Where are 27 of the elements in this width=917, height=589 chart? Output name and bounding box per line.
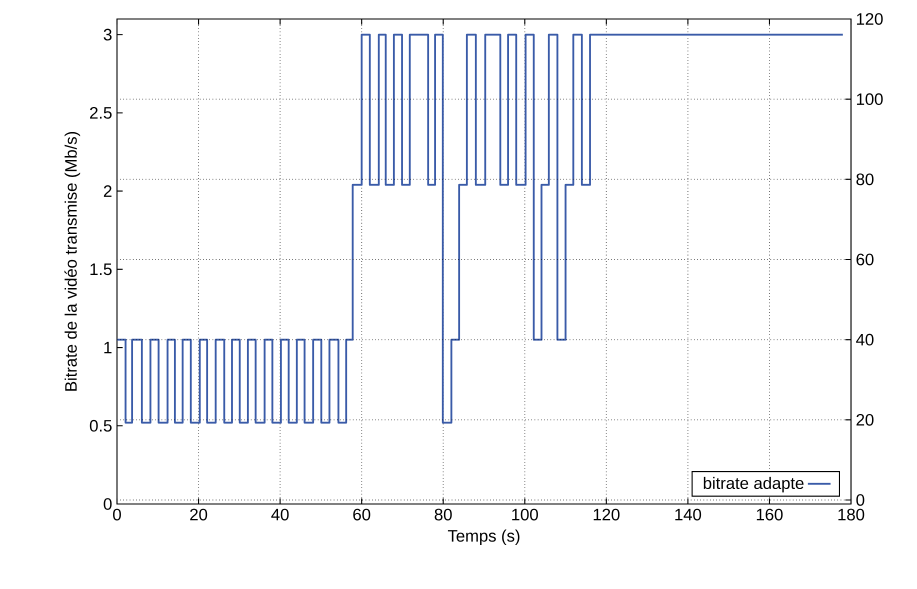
x-tick-label: 20 bbox=[190, 508, 208, 520]
y-tick-label: 3 bbox=[104, 28, 112, 41]
x-tick-label: 100 bbox=[512, 508, 538, 520]
y2-tick-label: 40 bbox=[856, 334, 874, 346]
y-tick-label: 0 bbox=[104, 498, 112, 510]
y-tick-label: 2.5 bbox=[90, 107, 112, 119]
legend-label: bitrate adapte bbox=[704, 476, 804, 492]
x-axis-title: Temps (s) bbox=[448, 530, 520, 546]
y2-tick-label: 60 bbox=[856, 254, 874, 266]
y2-tick-label: 80 bbox=[856, 173, 874, 186]
x-tick-label: 0 bbox=[113, 508, 121, 520]
x-tick-label: 140 bbox=[675, 508, 702, 520]
y2-tick-label: 100 bbox=[856, 93, 883, 106]
x-tick-label: 40 bbox=[271, 508, 289, 520]
x-tick-label: 160 bbox=[756, 508, 783, 520]
y-tick-label: 1.5 bbox=[90, 264, 112, 276]
x-tick-label: 80 bbox=[434, 508, 452, 520]
y2-tick-label: 0 bbox=[856, 494, 864, 506]
x-tick-label: 180 bbox=[838, 508, 864, 520]
y2-tick-label: 120 bbox=[856, 13, 883, 25]
y-axis-title: Bitrate de la vidéo transmise (Mb/s) bbox=[64, 132, 80, 391]
y2-tick-label: 20 bbox=[856, 414, 874, 426]
x-tick-label: 60 bbox=[353, 508, 370, 520]
y-tick-label: 0.5 bbox=[90, 420, 112, 432]
x-tick-label: 120 bbox=[594, 508, 620, 520]
y-tick-label: 2 bbox=[104, 185, 112, 197]
y-tick-label: 1 bbox=[104, 342, 112, 354]
